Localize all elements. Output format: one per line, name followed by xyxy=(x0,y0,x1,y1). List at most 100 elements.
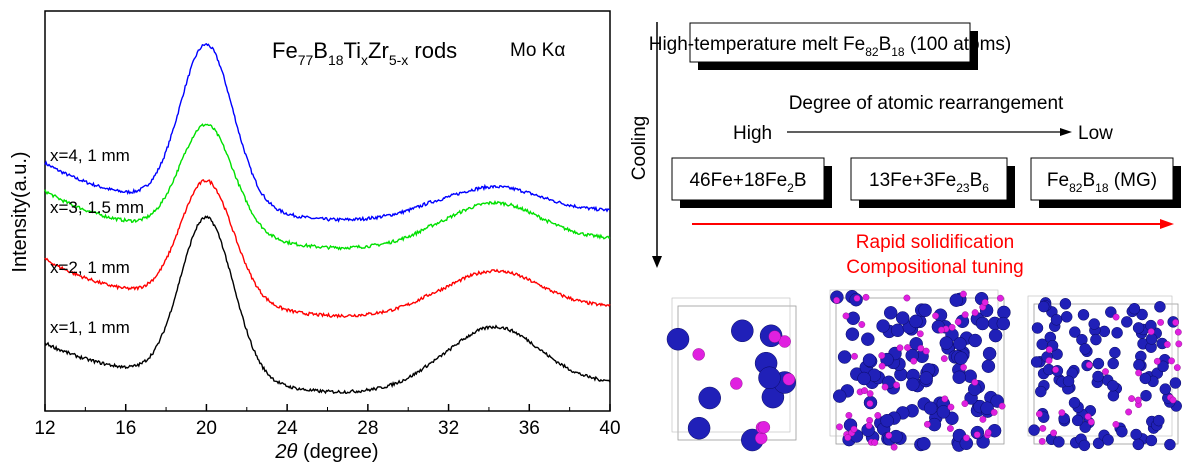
fe-atom xyxy=(975,316,990,331)
fe-atom xyxy=(1069,326,1081,338)
series-label: x=4, 1 mm xyxy=(50,146,130,165)
b-atom xyxy=(960,290,967,298)
b-atom xyxy=(1169,396,1177,404)
fe-atom xyxy=(1140,389,1152,402)
b-atom xyxy=(862,293,870,301)
red-label-2: Compositional tuning xyxy=(846,257,1023,278)
fe-atom xyxy=(731,319,754,343)
b-atom xyxy=(858,321,866,328)
fe-atom xyxy=(1102,434,1114,446)
fe-atom xyxy=(758,366,781,390)
fe-atom xyxy=(845,327,860,341)
fe-atom xyxy=(919,371,933,385)
fe-atom xyxy=(1145,333,1158,345)
fe-atom xyxy=(954,351,968,365)
b-atom xyxy=(890,443,898,451)
b-atom xyxy=(878,352,886,359)
b-atom xyxy=(963,434,970,442)
fe-atom xyxy=(861,332,875,346)
cell-frame xyxy=(677,305,797,441)
box3 xyxy=(1030,157,1174,201)
fe-atom xyxy=(1169,377,1182,389)
cooling-label: Cooling xyxy=(629,116,650,180)
b-atom xyxy=(1134,396,1142,404)
red-label-1: Rapid solidification xyxy=(856,232,1014,253)
fe-atom xyxy=(1090,333,1102,346)
b-atom xyxy=(1147,328,1155,335)
fe-atom xyxy=(1071,414,1084,427)
fe-atom xyxy=(1078,439,1091,452)
b-atom xyxy=(845,411,853,419)
fe-atom xyxy=(1116,425,1128,438)
b-atom xyxy=(893,381,900,389)
fe-atom xyxy=(952,370,966,385)
b-atom xyxy=(947,403,955,411)
fe-atom xyxy=(837,350,852,364)
box1 xyxy=(671,157,825,201)
b-atom xyxy=(1172,319,1180,326)
b-atom xyxy=(778,335,791,348)
radiation-label: Mo Kα xyxy=(510,40,565,61)
b-atom xyxy=(844,434,852,441)
fe-atom xyxy=(890,323,905,338)
fe-atom xyxy=(909,314,923,329)
b-atom xyxy=(1085,361,1093,369)
b-atom xyxy=(885,432,893,439)
cell-frame xyxy=(671,297,791,433)
fe-atom xyxy=(883,306,898,320)
fe-atom xyxy=(949,293,964,307)
b-atom xyxy=(979,415,987,423)
fe-atom xyxy=(857,371,871,386)
b-atom xyxy=(1039,424,1047,432)
fe-atom xyxy=(1068,396,1081,409)
cell-frame xyxy=(829,289,999,437)
b-atom xyxy=(947,425,954,432)
fe-atom xyxy=(1028,424,1040,436)
fe-atom xyxy=(687,416,711,440)
b-atom xyxy=(1036,410,1043,418)
series-label: x=2, 1 mm xyxy=(50,258,130,277)
b-atom xyxy=(940,355,948,362)
series-label: x=3, 1.5 mm xyxy=(50,198,144,217)
fe-atom xyxy=(1105,306,1117,318)
fe-atom xyxy=(1153,414,1165,427)
b-atom xyxy=(833,296,840,304)
b-atom xyxy=(960,363,967,371)
b-atom xyxy=(932,312,939,320)
fe-atom xyxy=(1157,360,1169,373)
b-atom xyxy=(853,294,861,302)
b-atom xyxy=(1084,413,1092,420)
fe-atom xyxy=(1092,357,1105,370)
b-atom xyxy=(941,395,949,403)
b-atom xyxy=(1173,364,1181,371)
x-tick-label: 12 xyxy=(34,418,55,439)
b-atom xyxy=(1112,313,1120,321)
b-atom xyxy=(1135,369,1143,377)
fe-atom xyxy=(917,436,931,451)
fe-atom xyxy=(982,346,997,361)
b-atom xyxy=(990,408,998,416)
x-tick-label: 36 xyxy=(519,418,540,439)
schematic-diagram: Cooling High-temperature melt Fe82B18 (1… xyxy=(629,22,1183,452)
b-atom xyxy=(998,402,1006,410)
b-atom xyxy=(961,311,969,319)
x-tick-label: 32 xyxy=(438,418,459,439)
x-axis-label: 2θ (degree) xyxy=(274,441,378,463)
high-label: High xyxy=(733,123,772,144)
b-atom xyxy=(971,378,979,386)
xrd-curve xyxy=(44,179,611,319)
fe-atom xyxy=(1132,322,1145,334)
b-atom xyxy=(1058,409,1066,417)
fe-atom xyxy=(939,336,954,350)
fe-atom xyxy=(918,303,932,318)
fe-atom xyxy=(1107,357,1119,370)
x-tick-label: 16 xyxy=(115,418,136,439)
b-atom xyxy=(757,421,771,434)
b-atom xyxy=(836,423,843,431)
b-atom xyxy=(881,383,889,391)
b-atom xyxy=(973,431,981,439)
x-ticks: 12 16 20 24 28 32 36 40 xyxy=(34,404,621,439)
b-atom xyxy=(997,294,1004,302)
x-tick-label: 24 xyxy=(277,418,299,439)
